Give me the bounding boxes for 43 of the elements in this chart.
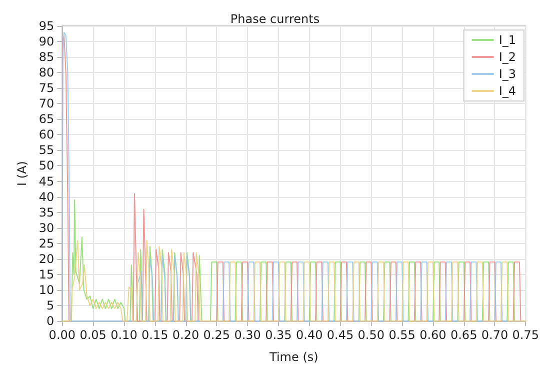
x-tick-label: 0.65 (450, 328, 478, 342)
y-tick-label: 95 (38, 19, 54, 33)
y-tick-label: 75 (38, 81, 54, 96)
y-axis-title: I (A) (15, 161, 29, 186)
x-tick-label: 0.55 (388, 328, 416, 342)
y-tick-label: 10 (38, 282, 54, 297)
x-tick-label: 0.40 (296, 328, 323, 342)
legend-label: I_3 (498, 67, 516, 81)
legend-label: I_2 (498, 50, 516, 64)
y-tick-label: 15 (38, 267, 54, 282)
x-tick-label: 0.15 (142, 328, 168, 342)
y-tick-label: 50 (38, 158, 54, 173)
y-tick-label: 85 (38, 50, 54, 64)
y-tick-label: 40 (38, 190, 54, 204)
x-tick-label: 0.20 (172, 328, 200, 342)
y-tick-label: 5 (46, 298, 54, 312)
x-tick-label: 0.25 (203, 328, 230, 342)
y-tick-label: 35 (38, 205, 54, 220)
x-tick-label: 0.70 (481, 328, 508, 342)
y-tick-label: 70 (38, 96, 54, 111)
legend-label: I_4 (498, 84, 516, 98)
chart-title: Phase currents (230, 12, 320, 26)
x-tick-label: 0.30 (234, 328, 261, 342)
x-tick-label: 0.60 (420, 328, 446, 342)
x-axis-title: Time (s) (268, 350, 318, 364)
x-tick-label: 0.00 (48, 328, 76, 342)
y-tick-label: 55 (38, 143, 54, 158)
legend-label: I_1 (498, 33, 516, 47)
y-tick-label: 0 (46, 314, 54, 328)
x-tick-label: 0.75 (512, 328, 539, 342)
x-tick-label: 0.05 (80, 328, 106, 342)
x-tick-label: 0.50 (358, 328, 385, 342)
y-tick-label: 90 (38, 34, 54, 49)
y-tick-label: 60 (38, 128, 54, 142)
y-tick-label: 45 (38, 174, 54, 188)
x-tick-label: 0.35 (265, 328, 292, 342)
y-tick-label: 65 (38, 112, 54, 126)
y-tick-label: 30 (38, 220, 54, 235)
y-tick-label: 25 (38, 236, 54, 250)
x-tick-label: 0.45 (326, 328, 354, 342)
x-tick-label: 0.10 (110, 328, 138, 342)
y-tick-label: 20 (38, 252, 54, 266)
y-tick-label: 80 (38, 66, 54, 80)
